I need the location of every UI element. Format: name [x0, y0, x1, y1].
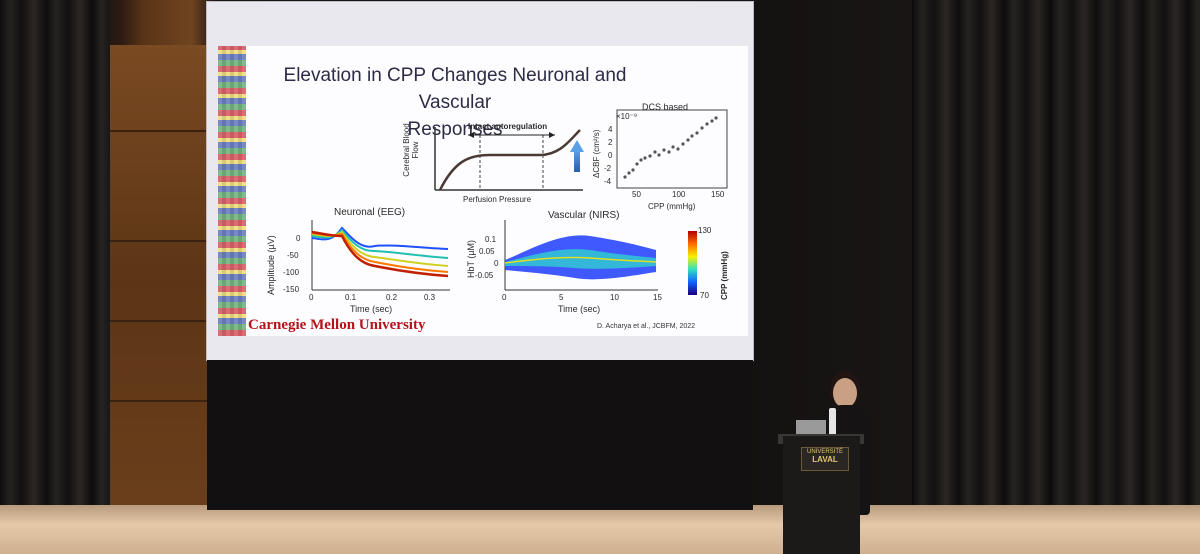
water-bottle: [829, 408, 836, 438]
autoregulation-label: Intact autoregulation: [468, 122, 548, 131]
colorbar: [688, 231, 697, 295]
eeg-title: Neuronal (EEG): [334, 207, 406, 218]
eeg-xtick-1: 0: [309, 293, 314, 302]
dcs-ytick-3: 0: [608, 151, 613, 160]
dcs-xtick-3: 150: [711, 190, 725, 199]
nirs-xtick-2: 5: [559, 293, 564, 302]
wood-wall-panels: [110, 45, 210, 520]
colorbar-max: 130: [698, 226, 712, 235]
dcs-ytick-1: 4: [608, 125, 613, 134]
nirs-xtick-4: 15: [653, 293, 662, 302]
colorbar-min: 70: [700, 291, 709, 300]
nirs-ytick-1: 0.1: [485, 235, 497, 244]
nirs-xtick-1: 0: [502, 293, 507, 302]
laval-logo-line1: UNIVERSITÉ: [806, 449, 843, 455]
stage-floor: [0, 505, 1200, 554]
colorbar-label: CPP (mmHg): [720, 251, 729, 300]
increase-arrow-icon: [574, 150, 580, 172]
dcs-ytick-4: -2: [604, 164, 612, 173]
dcs-xtick-1: 50: [632, 190, 641, 199]
dcs-ytick-2: 2: [608, 138, 613, 147]
nirs-ytick-2: 0.05: [479, 247, 495, 256]
nirs-ytick-3: 0: [494, 259, 499, 268]
nirs-title: Vascular (NIRS): [548, 210, 620, 221]
screen-backdrop: [207, 360, 753, 510]
laval-logo: UNIVERSITÉ LAVAL: [801, 447, 849, 471]
scatter-points: [623, 116, 718, 179]
dcs-xtick-2: 100: [672, 190, 686, 199]
eeg-ytick-3: -100: [283, 268, 300, 277]
nirs-ytick-4: -0.05: [475, 271, 494, 280]
eeg-ylabel: Amplitude (µV): [266, 235, 276, 295]
tartan-decoration: [218, 46, 246, 336]
eeg-xtick-2: 0.1: [345, 293, 357, 302]
slide-citation: D. Acharya et al., JCBFM, 2022: [597, 323, 696, 330]
eeg-xtick-4: 0.3: [424, 293, 436, 302]
slide-title: Elevation in CPP Changes Neuronal and Va…: [283, 65, 627, 140]
nirs-xlabel: Time (sec): [558, 304, 601, 314]
dcs-exponent: ×10⁻⁹: [616, 112, 638, 121]
autoregulation-plot: [434, 127, 584, 191]
presentation-slide: [218, 46, 748, 336]
eeg-ytick-2: -50: [287, 251, 299, 260]
laval-logo-line2: LAVAL: [812, 455, 838, 464]
dcs-scatter-plot: [616, 109, 728, 189]
left-curtain: [0, 0, 110, 520]
nirs-plot: [504, 220, 697, 295]
cmu-logo: Carnegie Mellon University: [248, 317, 426, 333]
eeg-xtick-3: 0.2: [386, 293, 398, 302]
presenter-head: [833, 378, 857, 408]
eeg-ytick-4: -150: [283, 285, 300, 294]
right-curtain: [912, 0, 1200, 530]
dcs-ytick-5: -4: [604, 177, 612, 186]
eeg-ytick-1: 0: [296, 234, 301, 243]
eeg-xlabel: Time (sec): [350, 304, 393, 314]
dcs-ylabel: ΔCBF (cm²/s): [592, 129, 601, 178]
eeg-plot: [311, 220, 450, 291]
dcs-title: DCS based: [642, 102, 689, 112]
perfusion-axis-label: Perfusion Pressure: [463, 195, 532, 204]
dcs-xlabel: CPP (mmHg): [648, 202, 696, 211]
laptop: [796, 420, 826, 436]
nirs-xtick-3: 10: [610, 293, 619, 302]
